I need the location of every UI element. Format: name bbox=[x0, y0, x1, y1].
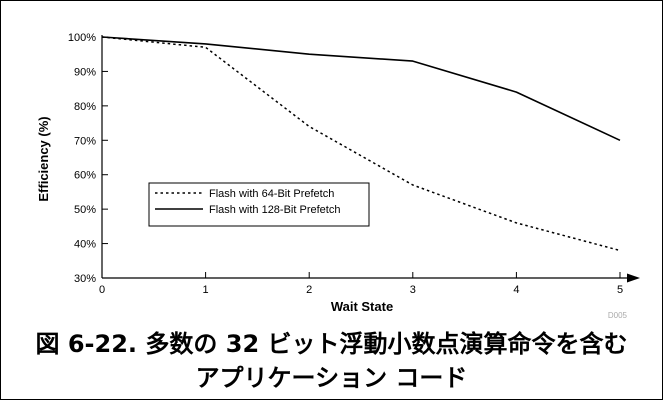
y-tick-label: 50% bbox=[74, 204, 96, 216]
legend-label: Flash with 128-Bit Prefetch bbox=[209, 204, 340, 216]
y-tick-label: 40% bbox=[74, 239, 96, 251]
x-tick-label: 3 bbox=[410, 284, 416, 296]
figure-caption: 図 6-22. 多数の 32 ビット浮動小数点演算命令を含む アプリケーション … bbox=[0, 327, 663, 395]
line-chart: 30% 40% 50% 60% 70% 80% 90% 100% 0 1 2 3 4 5 Flash w… bbox=[36, 32, 640, 320]
x-tick-label: 4 bbox=[513, 284, 519, 296]
x-axis-label: Wait State bbox=[331, 299, 393, 314]
legend: Flash with 64-Bit Prefetch Flash with 128… bbox=[148, 182, 370, 227]
figure-code: D005 bbox=[608, 311, 628, 320]
series-128bit-line bbox=[101, 36, 621, 142]
y-tick-label: 60% bbox=[74, 170, 96, 182]
y-tick-label: 70% bbox=[74, 135, 96, 147]
legend-label: Flash with 64-Bit Prefetch bbox=[209, 188, 334, 200]
y-axis-label: Efficiency (%) bbox=[36, 116, 51, 201]
y-axis: 30% 40% 50% 60% 70% 80% 90% 100% bbox=[68, 32, 108, 285]
caption-line-1: 図 6-22. 多数の 32 ビット浮動小数点演算命令を含む bbox=[35, 330, 628, 358]
caption-line-2: アプリケーション コード bbox=[195, 364, 468, 392]
x-tick-label: 5 bbox=[617, 284, 623, 296]
x-tick-label: 1 bbox=[203, 284, 209, 296]
series-layer bbox=[101, 36, 621, 252]
x-axis-arrowhead bbox=[627, 273, 640, 283]
y-tick-label: 30% bbox=[74, 273, 96, 285]
x-axis: 0 1 2 3 4 5 bbox=[99, 272, 640, 296]
legend-box bbox=[148, 182, 370, 227]
y-tick-label: 90% bbox=[74, 66, 96, 78]
y-tick-label: 100% bbox=[68, 32, 96, 44]
x-tick-label: 0 bbox=[99, 284, 105, 296]
x-tick-label: 2 bbox=[306, 284, 312, 296]
y-tick-label: 80% bbox=[74, 101, 96, 113]
